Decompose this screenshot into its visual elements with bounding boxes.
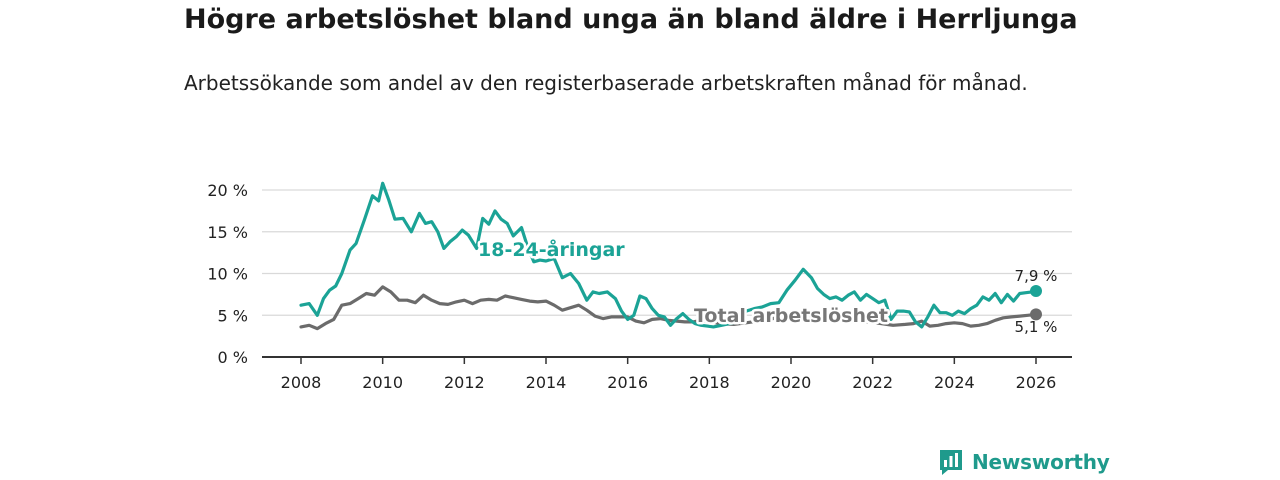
x-tick-label: 2026 <box>1016 373 1057 392</box>
gridlines <box>262 189 1072 358</box>
total-end-value: 5,1 % <box>1015 318 1058 336</box>
y-tick-label: 20 % <box>207 181 248 200</box>
line-chart: 0 %5 %10 %15 %20 % 2008 2010 2012 2014 2016 2… <box>207 181 1072 392</box>
youth-series-label: 18-24-åringar <box>478 237 625 261</box>
x-tick-label: 2024 <box>934 373 975 392</box>
total-line-end-point <box>1030 308 1042 321</box>
y-tick-label: 0 % <box>218 348 248 367</box>
chart-subtitle: Arbetssökande som andel av den registerb… <box>184 71 1028 95</box>
x-tick-label: 2014 <box>526 373 567 392</box>
total-series-label: Total arbetslöshet <box>694 305 888 327</box>
x-tick-label: 2012 <box>444 373 485 392</box>
brand-name: Newsworthy <box>972 450 1110 474</box>
x-tick-label: 2016 <box>607 373 648 392</box>
y-axis-ticks: 0 % 5 % 10 % 15 % 20 % <box>207 181 248 367</box>
newsworthy-logo: Newsworthy <box>938 448 1110 476</box>
x-tick-label: 2022 <box>852 373 893 392</box>
x-tick-label: 2020 <box>771 373 812 392</box>
newsworthy-logo-icon <box>940 450 962 475</box>
youth-line-end-point <box>1030 285 1042 298</box>
series-lines <box>299 181 1042 331</box>
y-tick-label: 10 % <box>207 265 248 284</box>
chart-title: Högre arbetslöshet bland unga än bland ä… <box>184 4 1078 35</box>
y-tick-label: 5 % <box>218 306 248 325</box>
series-labels: 18-24-åringar Total arbetslöshet 7,9 % 5,1 … <box>476 235 1058 337</box>
x-tick-label: 2008 <box>281 373 322 392</box>
youth-line <box>299 181 1038 329</box>
x-tick-label: 2018 <box>689 373 730 392</box>
youth-end-value: 7,9 % <box>1015 267 1058 285</box>
y-tick-label: 15 % <box>207 223 248 242</box>
x-tick-label: 2010 <box>362 373 403 392</box>
x-axis-ticks: 2008 2010 2012 2014 2016 2018 2020 2022 2024 2026 <box>281 357 1057 392</box>
